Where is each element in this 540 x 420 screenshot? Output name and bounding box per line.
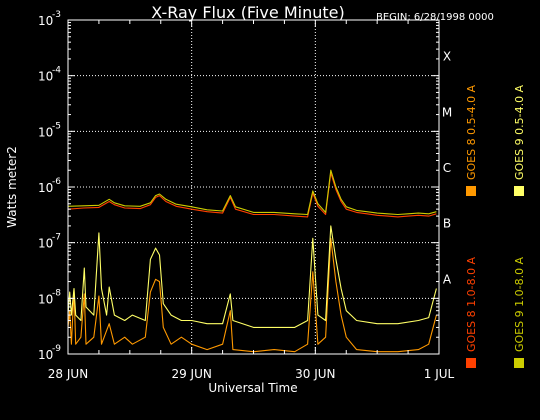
series-line-4 [67, 225, 437, 328]
flare-class-labels: X M C B A [442, 50, 452, 287]
flare-class-label: M [442, 105, 452, 119]
y-tick-label-base: 10 [38, 181, 53, 195]
y-axis-tick-labels: 10-310-410-510-610-710-810-9 [38, 10, 61, 362]
y-tick-label: 10-3 [38, 10, 61, 28]
chart-title: X-Ray Flux (Five Minute) [151, 3, 344, 22]
legend-label: GOES 9 0.5-4.0 A [513, 84, 526, 180]
y-tick-label-exponent: -6 [52, 177, 61, 187]
series-line-2 [67, 237, 437, 353]
y-tick-label-base: 10 [38, 70, 53, 84]
legend: GOES 8 1.0-8.0 A GOES 8 0.5-4.0 A GOES 9 1… [465, 84, 526, 368]
y-tick-label-exponent: -7 [52, 233, 61, 243]
series-line-1 [67, 172, 437, 218]
y-tick-label: 10-7 [38, 233, 61, 251]
flare-class-label: C [443, 161, 451, 175]
series-layer [67, 169, 437, 353]
legend-label: GOES 9 1.0-8.0 A [513, 256, 526, 352]
legend-swatch [466, 186, 476, 196]
x-tick-label: 1 JUL [424, 367, 455, 381]
y-tick-label-exponent: -4 [52, 66, 61, 76]
grid-lines [68, 20, 439, 354]
x-axis-title: Universal Time [208, 381, 297, 395]
legend-label: GOES 8 0.5-4.0 A [465, 84, 478, 180]
y-tick-label-exponent: -5 [52, 121, 61, 131]
legend-item: GOES 9 1.0-8.0 A [513, 256, 526, 368]
x-axis-tick-labels: 28 JUN 29 JUN 30 JUN 1 JUL [48, 367, 455, 381]
y-axis-title: Watts meter2 [5, 146, 19, 228]
axis-ticks [67, 19, 440, 355]
y-tick-label-base: 10 [38, 14, 53, 28]
y-tick-label-base: 10 [38, 292, 53, 306]
y-tick-label: 10-9 [38, 344, 61, 362]
legend-item: GOES 8 1.0-8.0 A [465, 256, 478, 368]
x-tick-label: 29 JUN [171, 367, 211, 381]
y-tick-label: 10-6 [38, 177, 61, 195]
legend-swatch [514, 358, 524, 368]
series-line-3 [67, 169, 437, 216]
y-tick-label: 10-8 [38, 288, 61, 306]
y-tick-label-base: 10 [38, 348, 53, 362]
flare-class-label: X [443, 50, 451, 64]
begin-date-label: BEGIN: 6/28/1998 0000 [376, 12, 494, 23]
x-tick-label: 28 JUN [48, 367, 88, 381]
y-tick-label-exponent: -3 [52, 10, 61, 20]
legend-item: GOES 8 0.5-4.0 A [465, 84, 478, 196]
y-tick-label-exponent: -9 [52, 344, 61, 354]
flare-class-label: B [443, 217, 451, 231]
y-tick-label: 10-4 [38, 66, 61, 84]
legend-item: GOES 9 0.5-4.0 A [513, 84, 526, 196]
y-tick-label-exponent: -8 [52, 288, 61, 298]
legend-swatch [514, 186, 524, 196]
y-tick-label: 10-5 [38, 121, 61, 139]
flare-class-label: A [443, 272, 452, 286]
y-tick-label-base: 10 [38, 125, 53, 139]
legend-swatch [466, 358, 476, 368]
legend-label: GOES 8 1.0-8.0 A [465, 256, 478, 352]
x-tick-label: 30 JUN [295, 367, 335, 381]
y-tick-label-base: 10 [38, 237, 53, 251]
